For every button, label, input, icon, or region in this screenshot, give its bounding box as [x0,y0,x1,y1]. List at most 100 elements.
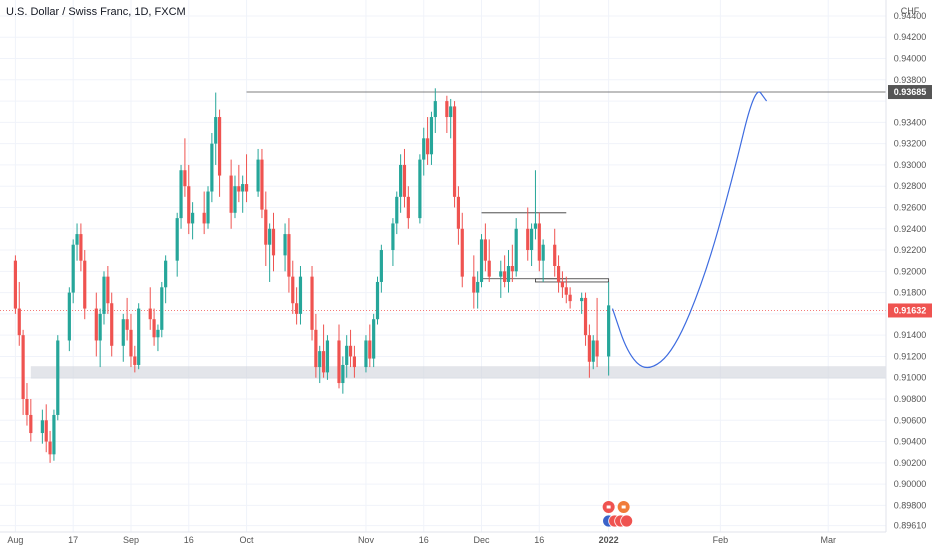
x-tick-label: Dec [474,535,491,545]
candle-body [48,441,52,455]
candle-body [233,186,237,213]
candle-body [341,364,345,384]
y-axis: CHF 0.89610 0.89800 0.90000 0.90200 0.90400 0.… [885,0,932,532]
candle-body [564,287,568,295]
candle-body [526,228,530,251]
y-tick-label: 0.90200 [894,458,927,468]
x-tick-label: Mar [820,535,836,545]
candle-body [560,281,565,288]
event-flag-icon [620,514,634,528]
candle-body [29,414,33,434]
x-tick-label: Nov [358,535,375,545]
candle-body [25,399,29,415]
candle-body [156,329,160,338]
y-tick-label: 0.91200 [894,351,927,361]
x-tick-label: 16 [184,535,194,545]
candle-body [591,340,595,362]
x-axis: Aug 17 Sep 16 Oct Nov 16 Dec 16 2022 Feb Mar [0,531,886,545]
x-tick-label: Sep [123,535,139,545]
y-tick-label: 0.94400 [894,11,927,21]
candle-body [487,260,491,277]
candle-body [98,313,102,341]
candle-body [402,164,407,197]
y-tick-label: 0.93200 [894,139,927,149]
candle-body [40,420,44,434]
candle-body [52,414,56,455]
candle-body [391,223,395,251]
candle-body [229,175,233,213]
y-tick-label: 0.93000 [894,160,927,170]
y-tick-label: 0.89800 [894,500,927,510]
candle-body [537,223,541,261]
projection-curve [611,91,768,369]
candle-body [541,244,545,261]
candle-body [506,266,511,282]
candle-body [67,292,71,341]
candle-body [310,276,314,330]
y-tick-label: 0.93800 [894,75,927,85]
candle-body [580,297,584,302]
candle-body [321,351,326,373]
candle-body [452,106,457,197]
candle-body [460,228,464,277]
x-tick-label: 17 [68,535,78,545]
y-tick-label: 0.90000 [894,479,927,489]
small-box [535,278,610,283]
y-tick-label: 0.89610 [894,521,927,531]
candle-body [179,170,183,219]
candle-body [607,305,611,357]
candle-body [325,340,330,373]
candle-body [425,138,430,155]
candle-body [260,159,264,210]
y-tick-label: 0.90600 [894,415,927,425]
candle-body [556,266,561,282]
candle-body [110,303,114,346]
candle-body [183,170,187,187]
candle-body [318,351,322,368]
candle-body [399,164,403,197]
candle-body [256,159,260,192]
candle-body [291,276,295,304]
candle-body [503,271,507,282]
candle-body [187,186,191,224]
candle-body [295,303,299,314]
candle-body [375,281,380,320]
candle-body [530,228,534,251]
candle-body [510,266,514,272]
chart-title: U.S. Dollar / Swiss Franc, 1D, FXCM [6,6,186,18]
candle-body [129,329,133,357]
y-tick-label: 0.91400 [894,330,927,340]
x-tick-label: 2022 [599,535,619,545]
candle-body [271,228,276,256]
y-axis-currency: CHF [901,6,920,16]
candle-body [241,184,245,192]
candle-body [237,186,241,192]
candle-body [595,340,599,357]
y-tick-label: 0.91000 [894,373,927,383]
candle-body [175,218,179,261]
candle-body [449,106,453,118]
candle-body [202,212,206,224]
annotation-lines [0,91,886,311]
projection [611,91,768,369]
candle-body [314,329,318,368]
candle-body [71,244,75,293]
x-tick-label: Feb [713,535,729,545]
candle-body [395,196,399,224]
candle-body [283,234,287,256]
candle-body [406,196,410,219]
candle-body [13,260,18,309]
y-tick-label: 0.92000 [894,266,927,276]
candle-body [102,276,106,314]
candle-body [364,340,368,368]
candle-body [298,276,303,314]
candle-body [379,250,383,282]
candle-body [533,223,538,229]
candle-body [217,117,222,176]
candle-body [418,159,422,219]
x-tick-label: 16 [534,535,544,545]
event-flag-cross [606,505,611,509]
candles [13,88,611,463]
candle-body [553,244,557,266]
